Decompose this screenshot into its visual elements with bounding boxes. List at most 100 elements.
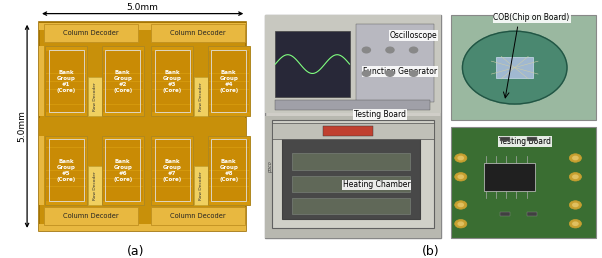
Bar [46,82,86,89]
Bar [209,51,249,58]
Text: Heating Chamber: Heating Chamber [343,181,411,189]
Bar [103,105,143,112]
Bar [209,82,249,89]
Bar [527,137,536,141]
Text: poco: poco [268,162,273,173]
Bar [265,15,441,114]
Bar [209,156,249,163]
Text: Bank
Group
#4
(Core): Bank Group #4 (Core) [219,70,238,93]
Bar [265,116,441,238]
Circle shape [409,47,418,53]
Bar [152,51,192,58]
Bar [152,59,192,66]
Bar [323,126,373,136]
Bar [103,51,143,58]
Text: Testing Board: Testing Board [354,110,406,119]
Bar [46,90,86,97]
Bar [209,90,249,97]
Bar [39,118,246,136]
Text: Oscilloscope: Oscilloscope [389,31,437,41]
Bar [209,179,249,186]
Bar [211,139,246,201]
Bar [356,24,434,102]
Text: Column Decoder: Column Decoder [170,30,226,36]
Bar [105,50,140,112]
Bar [103,97,143,104]
Bar [209,187,249,194]
Bar [155,139,190,201]
Bar [152,171,192,178]
Bar [103,59,143,66]
Bar [151,207,245,225]
Bar [151,46,193,116]
Bar [209,97,249,104]
Text: Function Generator: Function Generator [363,67,437,76]
Text: Column Decoder: Column Decoder [170,213,226,219]
Bar [103,82,143,89]
Bar [45,136,87,205]
Bar [103,66,143,73]
Bar [211,50,246,112]
Bar [275,100,430,110]
Bar [46,179,86,186]
Circle shape [455,154,467,162]
Circle shape [462,31,567,104]
Bar [527,213,536,216]
Bar [265,15,441,238]
Bar [209,163,249,170]
Bar [152,66,192,73]
Bar [152,90,192,97]
Circle shape [572,174,579,179]
Text: 5.0mm: 5.0mm [127,3,158,12]
Bar [49,139,84,201]
Text: Bank
Group
#5
(Core): Bank Group #5 (Core) [57,159,76,182]
Bar [102,46,144,116]
Circle shape [455,201,467,209]
Text: Bank
Group
#2
(Core): Bank Group #2 (Core) [113,70,132,93]
Text: COB(Chip on Board): COB(Chip on Board) [494,13,569,22]
Bar [209,74,249,81]
Bar [46,51,86,58]
Bar [151,24,245,42]
Bar [88,166,102,205]
Bar [46,194,86,201]
Circle shape [455,220,467,228]
Text: Row Decoder: Row Decoder [93,171,97,200]
Bar [209,59,249,66]
Bar [194,166,208,205]
Text: Bank
Group
#6
(Core): Bank Group #6 (Core) [113,159,132,182]
Bar [500,137,510,141]
Bar [451,15,595,120]
Circle shape [362,47,370,53]
Circle shape [386,71,394,76]
Bar [39,136,44,205]
Bar [496,57,533,78]
Text: Bank
Group
#7
(Core): Bank Group #7 (Core) [163,159,182,182]
Text: Bank
Group
#1
(Core): Bank Group #1 (Core) [57,70,76,93]
Bar [451,127,595,238]
Bar [46,187,86,194]
Text: Testing Board: Testing Board [499,137,551,146]
Text: Bank
Group
#8
(Core): Bank Group #8 (Core) [219,159,238,182]
Circle shape [458,174,464,179]
Bar [152,179,192,186]
Bar [46,148,86,155]
Bar [46,156,86,163]
Bar [46,66,86,73]
Bar [103,194,143,201]
Bar [45,46,87,116]
Bar [152,194,192,201]
Bar [103,171,143,178]
Bar [44,207,138,225]
Text: Column Decoder: Column Decoder [63,30,119,36]
Circle shape [458,203,464,207]
Bar [103,179,143,186]
Bar [500,213,510,216]
Bar [155,50,190,112]
Bar [46,105,86,112]
Circle shape [569,220,582,228]
Bar [282,134,420,219]
Bar [152,187,192,194]
Bar [275,31,350,97]
Text: Row Decoder: Row Decoder [93,82,97,111]
